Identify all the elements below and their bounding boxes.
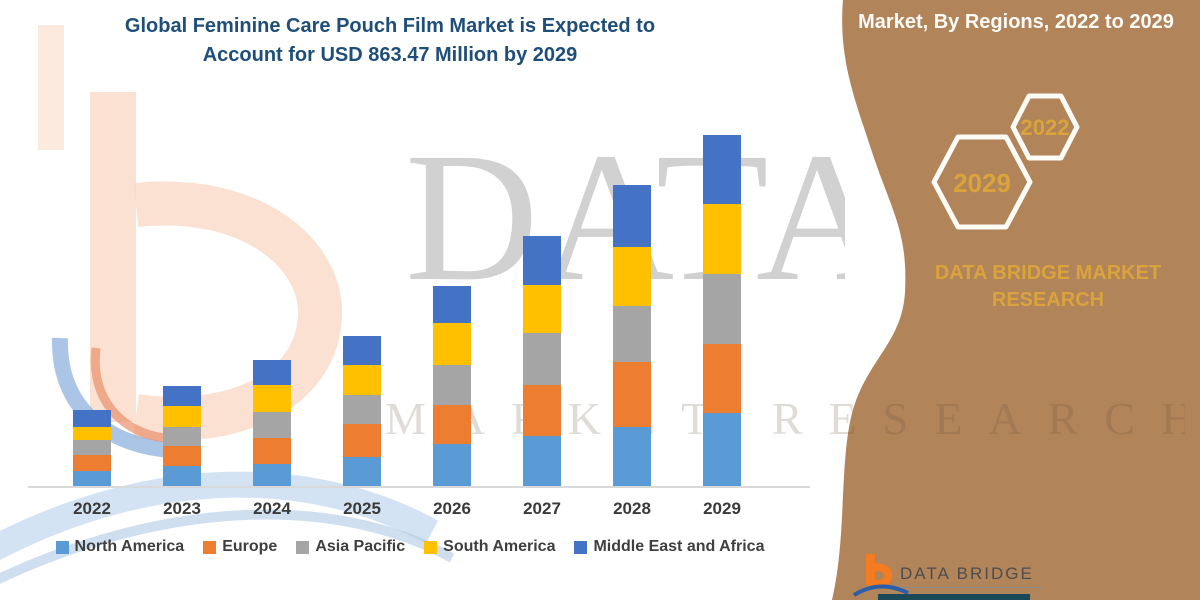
bar-segment-2026-asia-pacific [433,364,471,405]
logo-b-stem [866,554,875,585]
bar-segment-2022-middle-east-and-africa [73,409,111,428]
watermark-sub-text: MARKET RESEARCH [385,393,1185,444]
legend-label: Middle East and Africa [593,538,765,555]
legend-item-middle-east-and-africa: Middle East and Africa [574,538,764,556]
logo-b-bowl [868,563,893,589]
x-axis-label-2023: 2023 [163,499,201,518]
legend-swatch-icon [424,540,438,554]
bar-segment-2023-europe [163,445,201,467]
x-axis-line [28,486,810,488]
legend-label: Europe [222,538,278,555]
sidebar-brand-text: DATA BRIDGE MARKET RESEARCH [898,260,1198,314]
bar-segment-2028-asia-pacific [613,305,651,362]
legend-label: South America [443,538,556,555]
bar-segment-2025-middle-east-and-africa [343,336,381,366]
bar-segment-2026-south-america [433,322,471,365]
bar-segment-2028-north-america [613,426,651,486]
bar-segment-2026-north-america [433,444,471,486]
watermark-stripe [38,25,64,150]
bar-segment-2027-south-america [523,284,561,334]
x-axis-label-2022: 2022 [73,499,111,518]
watermark-b-bowl [133,181,342,441]
hexagon-2029 [931,134,1033,230]
bar-segment-2024-south-america [253,384,291,412]
bar-segment-2022-europe [73,454,111,471]
legend-swatch-icon [203,540,217,554]
legend-item-north-america: North America [55,538,185,556]
bar-segment-2024-middle-east-and-africa [253,359,291,385]
bar-segment-2024-europe [253,438,291,465]
x-axis-label-2025: 2025 [343,499,381,518]
x-axis-label-2026: 2026 [433,499,471,518]
bar-segment-2027-middle-east-and-africa [523,235,561,285]
bar-segment-2022-south-america [73,427,111,440]
legend-item-europe: Europe [203,538,277,556]
bar-segment-2024-asia-pacific [253,411,291,439]
bar-segment-2026-middle-east-and-africa [433,285,471,323]
bar-segment-2025-north-america [343,456,381,486]
logo-blue-swoosh-icon [852,584,909,597]
bar-segment-2029-europe [703,343,741,413]
bar-segment-2025-south-america [343,365,381,396]
watermark-red-arc [90,347,165,443]
footer-logo-icon [852,554,909,597]
bar-segment-2023-north-america [163,466,201,486]
bar-segment-2022-north-america [73,470,111,486]
hexagon-2022-label: 2022 [1020,115,1070,140]
bar-segment-2027-asia-pacific [523,333,561,385]
footer-logo-brand: DATA BRIDGE [900,564,1044,588]
bar-segment-2029-asia-pacific [703,273,741,344]
bar-segment-2027-north-america [523,436,561,486]
legend-item-asia-pacific: Asia Pacific [296,538,405,556]
x-axis-label-2027: 2027 [523,499,561,518]
x-axis-label-2024: 2024 [253,499,291,518]
sidebar-header: Market, By Regions, 2022 to 2029 [858,11,1174,33]
bar-segment-2025-europe [343,424,381,457]
x-axis-label-2028: 2028 [613,499,651,518]
hexagon-2022 [1010,93,1080,161]
bar-segment-2025-asia-pacific [343,395,381,425]
legend-label: Asia Pacific [315,538,406,555]
legend-swatch-icon [574,540,588,554]
bar-segment-2023-south-america [163,406,201,428]
legend: North America Europe Asia Pacific South Ame… [0,538,820,556]
legend-item-south-america: South America [424,538,555,556]
chart-title: Global Feminine Care Pouch Film Market i… [55,12,725,70]
plot-area: 2022 2023 2024 2025 2026 2027 2028 2029 [28,135,810,518]
bar-segment-2029-south-america [703,203,741,274]
legend-swatch-icon [55,540,69,554]
bar-segment-2028-south-america [613,247,651,306]
watermark-swoosh-2 [0,509,455,584]
footer-teal-band [878,594,1030,600]
sidebar-brand-line2: RESEARCH [991,289,1105,311]
bar-segment-2024-north-america [253,464,291,486]
chart-title-line1: Global Feminine Care Pouch Film Market i… [124,15,656,37]
chart-title-line2: Account for USD 863.47 Million by 2029 [202,44,578,66]
bar-segment-2029-north-america [703,412,741,486]
bar-segment-2023-middle-east-and-africa [163,385,201,407]
bar-segment-2029-middle-east-and-africa [703,135,741,204]
bar-segment-2027-europe [523,384,561,436]
bar-segment-2023-asia-pacific [163,427,201,446]
bar-segment-2028-middle-east-and-africa [613,185,651,248]
hexagon-2029-label: 2029 [953,168,1011,198]
sidebar-shape [832,0,1200,600]
bar-segment-2026-europe [433,404,471,445]
legend-swatch-icon [296,540,310,554]
bar-segment-2022-asia-pacific [73,439,111,455]
sidebar-brand-line1: DATA BRIDGE MARKET [934,262,1162,284]
legend-label: North America [74,538,185,555]
footer-logo: DATA BRIDGE [852,552,1102,603]
watermark-swoosh-1 [0,471,439,561]
bar-segment-2028-europe [613,361,651,427]
x-axis-label-2029: 2029 [703,499,741,518]
